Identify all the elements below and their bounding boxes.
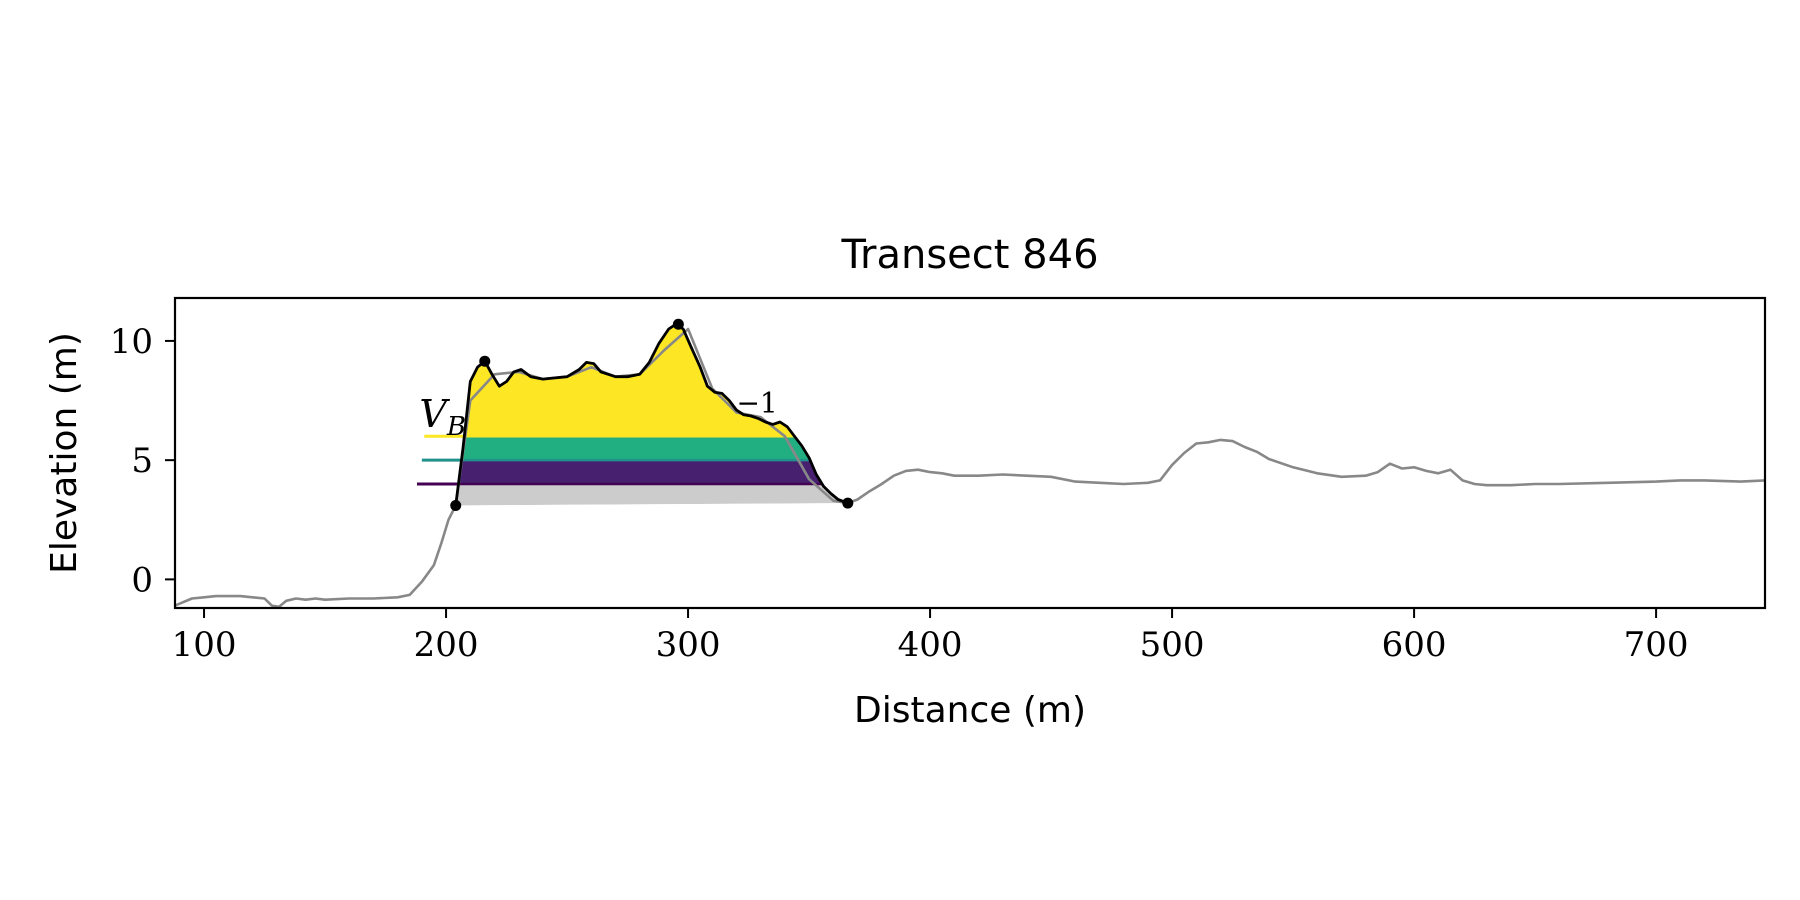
layer-fill-1 [455,436,848,461]
y-axis-label: Elevation (m) [44,332,85,574]
x-tick-label-2: 300 [656,625,721,665]
annotation-0: VB [419,392,466,442]
chart-title: Transect 846 [840,232,1098,278]
x-axis-label: Distance (m) [854,690,1086,731]
x-tick-label-3: 400 [898,625,963,665]
y-tick-label-0: 0 [131,560,153,600]
profile-line [175,327,1765,608]
dune-marker-0 [450,499,462,511]
dune-marker-2 [672,318,684,330]
x-tick-label-1: 200 [414,625,479,665]
layer-fill-2 [455,460,848,484]
y-tick-label-2: 10 [110,322,153,362]
dune-line [454,322,849,506]
dune-fill-group [455,324,848,506]
annotation-1: −1 [736,386,777,419]
x-tick-label-0: 100 [172,625,237,665]
y-tick-label-1: 5 [131,441,153,481]
plot-frame [173,296,1767,610]
x-tick-label-4: 500 [1140,625,1205,665]
annotation-subscript-0: B [446,412,466,442]
base-fill-area [455,484,848,506]
dune-marker-1 [479,355,491,367]
x-tick-label-5: 600 [1382,625,1447,665]
x-tick-label-6: 700 [1624,625,1689,665]
dune-marker-3 [842,497,854,509]
